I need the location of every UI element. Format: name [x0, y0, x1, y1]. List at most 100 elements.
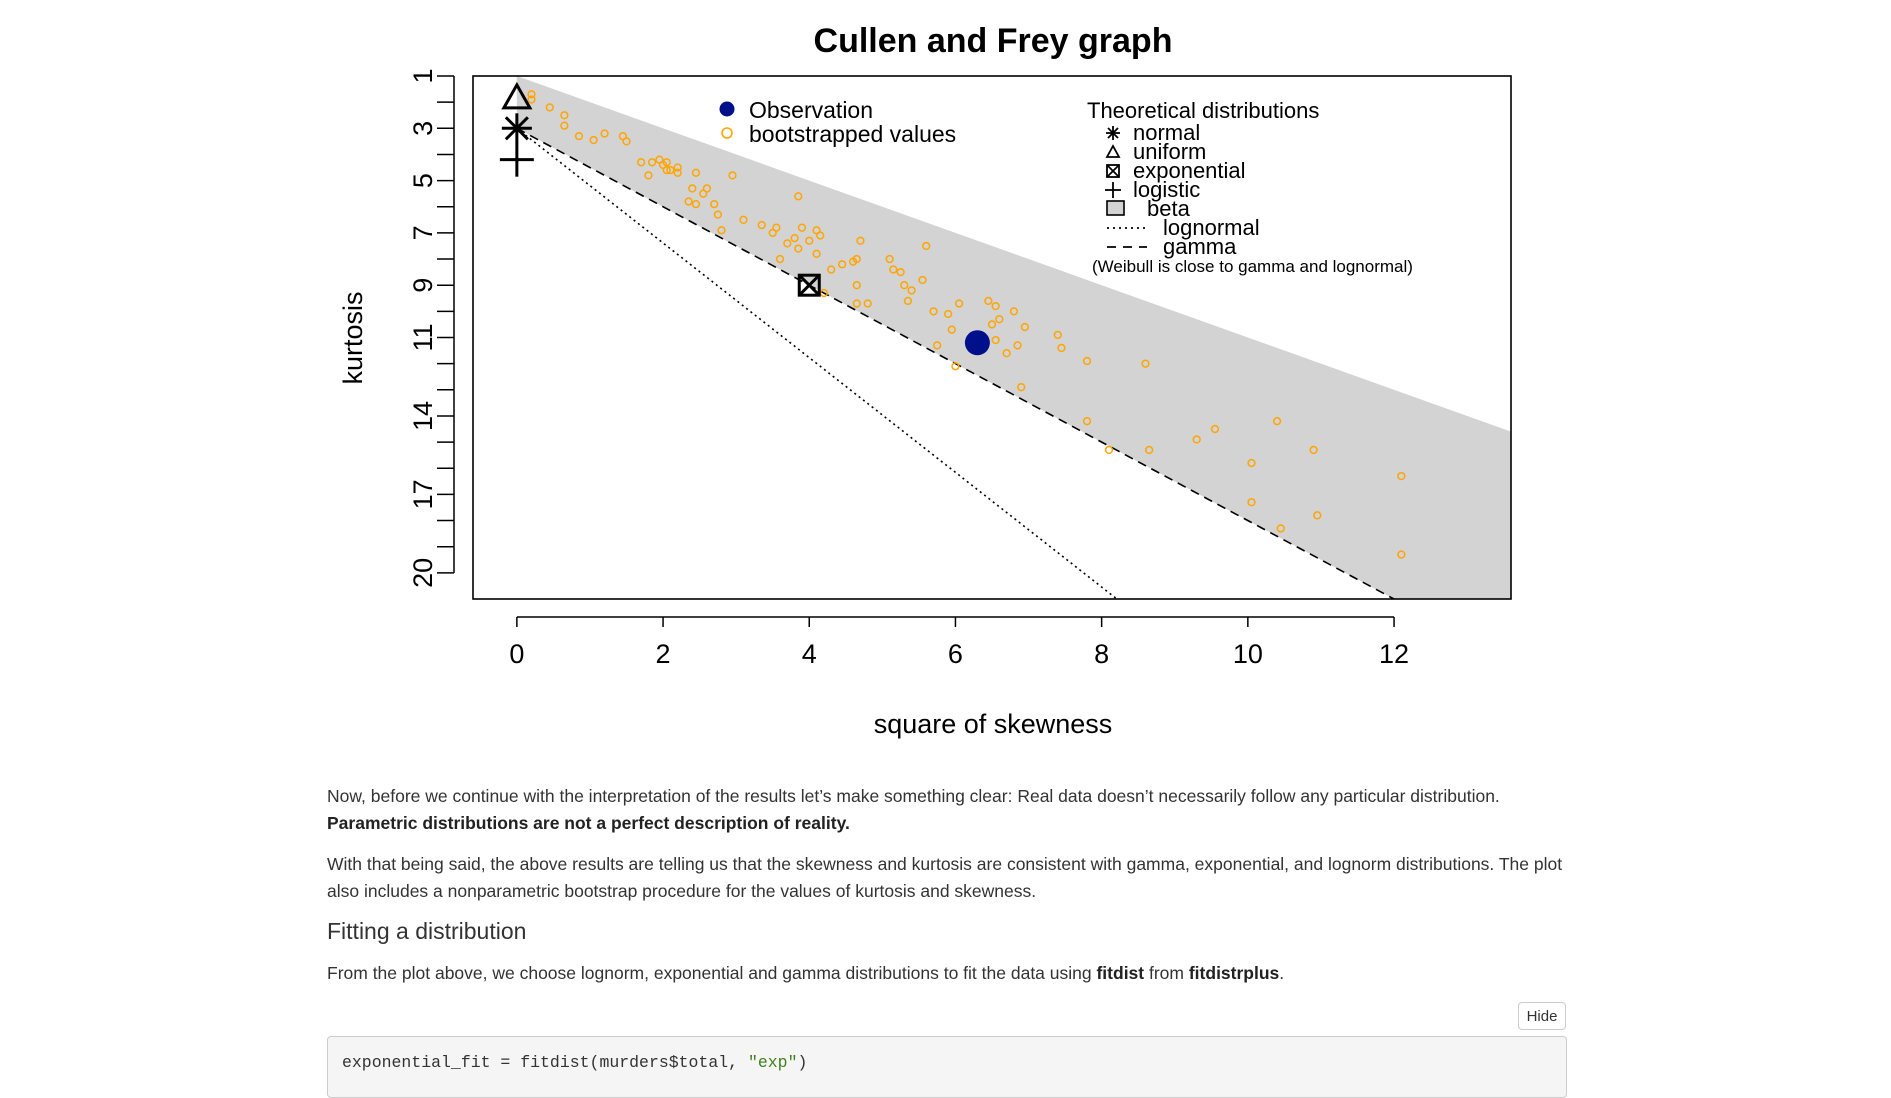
legend-uniform-icon: [1105, 144, 1121, 158]
bootstrap-point: [827, 265, 836, 274]
paragraph-fitting: From the plot above, we choose lognorm, …: [327, 960, 1567, 987]
chart-title: Cullen and Frey graph: [814, 22, 1173, 60]
bootstrap-point: [1057, 343, 1066, 353]
bootstrap-point: [545, 103, 554, 112]
x-axis: 0 2 4 6 8 10 12: [509, 616, 1409, 669]
cullen-frey-chart: Cullen and Frey graph 0 2 4 6 8 10 12 1 3 5 7 9 11 14…: [338, 22, 1512, 739]
bootstrap-point: [717, 226, 726, 235]
y-tick-label: 3: [408, 121, 438, 136]
gamma-line: [516, 127, 1396, 599]
lognormal-line: [516, 127, 1119, 599]
y-axis: 1 3 5 7 9 11 14 17 20: [408, 68, 455, 588]
bootstrap-point: [1082, 356, 1092, 366]
code-block: exponential_fit = fitdist(murders$total,…: [327, 1036, 1567, 1098]
x-tick-label: 0: [509, 639, 524, 669]
bootstrap-point: [673, 163, 682, 172]
legend-logistic-label: logistic: [1133, 177, 1200, 202]
y-tick-label: 1: [408, 68, 438, 83]
beta-region: [516, 76, 1511, 599]
bootstrap-point: [702, 184, 712, 193]
bootstrap-point: [560, 111, 569, 120]
bootstrap-point: [852, 299, 861, 308]
legend-normal-label: normal: [1133, 120, 1200, 145]
code-text-end: ): [797, 1053, 808, 1072]
bootstrap-point: [816, 231, 825, 240]
bootstrap-point: [574, 131, 584, 141]
bootstrap-point: [1247, 498, 1256, 507]
bootstrap-point: [903, 296, 913, 306]
bootstrap-point: [1397, 471, 1406, 481]
x-tick-label: 12: [1379, 639, 1409, 669]
legend-normal-icon: [1107, 127, 1119, 139]
legend-observation-marker: [719, 101, 735, 117]
bootstrap-point: [1104, 445, 1114, 455]
bootstrap-point: [790, 233, 799, 243]
bootstrap-point: [954, 299, 964, 308]
bootstrap-point: [991, 301, 1000, 311]
bootstrap-point: [1192, 435, 1201, 444]
bootstrap-point: [666, 165, 675, 175]
x-tick-label: 10: [1233, 639, 1263, 669]
paragraph-results-summary: With that being said, the above results …: [327, 851, 1567, 905]
bootstrap-point: [662, 158, 671, 167]
section-heading: Fitting a distribution: [327, 918, 527, 944]
uniform-marker: [501, 81, 533, 110]
bootstrap-point: [527, 95, 536, 104]
normal-marker-stroke: [504, 116, 529, 141]
bootstrap-point: [907, 286, 916, 295]
bootstrap-point: [1210, 424, 1220, 434]
bootstrap-point: [1141, 359, 1150, 368]
legend-weibull-note: (Weibull is close to gamma and lognormal…: [1092, 257, 1413, 276]
bootstrap-point: [922, 241, 931, 251]
bootstrap-point: [885, 254, 894, 264]
bootstrap-point: [647, 158, 657, 167]
bootstrap-point: [929, 307, 938, 316]
legend-exponential-label: exponential: [1133, 158, 1246, 183]
bootstrap-point: [600, 129, 609, 138]
bootstrap-point: [662, 165, 671, 175]
bootstrap-point: [1309, 445, 1318, 455]
bootstrap-point: [852, 281, 861, 290]
bootstrap-point: [1247, 458, 1256, 468]
bootstrap-point: [856, 236, 865, 245]
bootstrap-point: [987, 320, 997, 329]
fitting-text-end: .: [1279, 963, 1285, 983]
bootstrap-point: [728, 171, 737, 180]
paragraph-distribution-caveat: Now, before we continue with the interpr…: [327, 783, 1567, 837]
exponential-marker-box: [797, 273, 821, 297]
code-text: exponential_fit = fitdist(murders$total,: [342, 1053, 748, 1072]
bootstrap-point: [775, 254, 785, 264]
bootstrap-point: [673, 168, 682, 177]
plot-frame: [472, 75, 1512, 600]
bootstrap-point: [710, 199, 719, 209]
legend-theoretical: Theoretical distributionsnormaluniformex…: [1087, 98, 1413, 276]
legend-beta-icon: [1106, 200, 1125, 216]
y-tick-label: 20: [408, 558, 438, 588]
y-tick-label: 17: [408, 479, 438, 509]
legend-uniform-label: uniform: [1133, 139, 1206, 164]
legend-beta-label: beta: [1147, 196, 1191, 221]
y-tick-label: 11: [408, 323, 438, 351]
bootstrap-point: [713, 210, 723, 219]
bootstrap-point: [589, 135, 598, 145]
caveat-bold-text: Parametric distributions are not a perfe…: [327, 813, 850, 833]
bootstrap-point: [757, 220, 766, 230]
hide-code-button[interactable]: Hide: [1518, 1002, 1566, 1030]
fitdist-function-name: fitdist: [1096, 963, 1145, 983]
bootstrap-point: [691, 168, 701, 177]
legend-exponential-icon-x2: [1106, 164, 1120, 178]
y-axis-label: kurtosis: [338, 291, 368, 384]
fitting-text: From the plot above, we choose lognorm, …: [327, 963, 1097, 983]
observation-point: [964, 330, 990, 356]
bootstrap-point: [991, 335, 1000, 345]
legend-gamma-label: gamma: [1163, 234, 1237, 259]
y-tick-label: 7: [408, 225, 438, 240]
bootstrap-point: [739, 215, 748, 224]
y-tick-label: 9: [408, 278, 438, 293]
bootstrap-point: [812, 249, 821, 258]
y-tick-label: 14: [408, 401, 438, 431]
bootstrap-point: [1013, 341, 1022, 350]
bootstrap-point: [1272, 417, 1282, 426]
legend-observation-label: Observation: [749, 97, 873, 123]
